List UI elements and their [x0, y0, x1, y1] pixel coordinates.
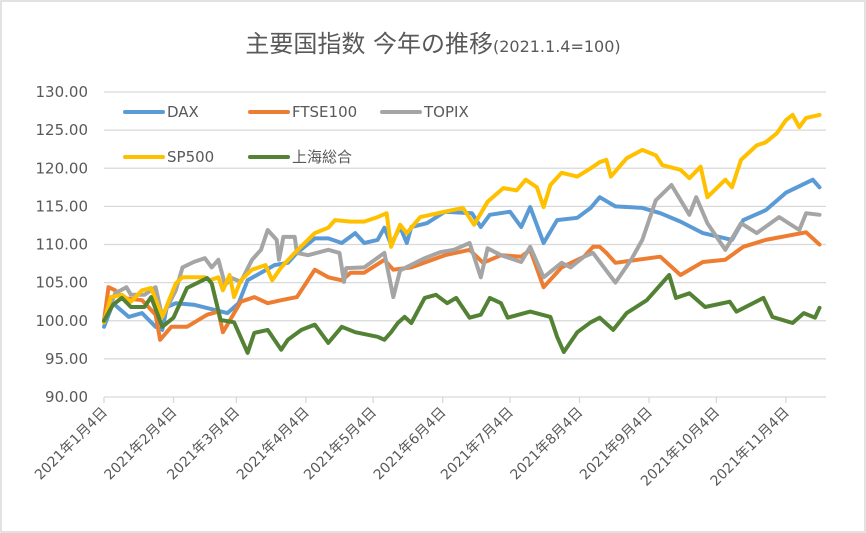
chart-title-main: 主要国指数 今年の推移 — [245, 30, 493, 58]
legend-label: FTSE100 — [292, 103, 357, 121]
legend-item: DAX — [123, 103, 199, 121]
series-line-3 — [102, 183, 822, 323]
chart-subtitle: (2021.1.4=100) — [493, 37, 621, 56]
series-line-4 — [102, 112, 822, 325]
legend-label: TOPIX — [423, 103, 469, 121]
chart-title: 主要国指数 今年の推移(2021.1.4=100) — [245, 30, 620, 58]
series-lines — [102, 112, 822, 355]
legend-item: 上海総合 — [248, 148, 352, 166]
y-tick-label: 90.00 — [45, 388, 88, 406]
legend: DAX FTSE100 TOPIX SP500 上海総合 — [123, 103, 469, 166]
legend-item: SP500 — [123, 148, 214, 166]
legend-label: SP500 — [167, 148, 214, 166]
y-tick-label: 105.00 — [36, 274, 89, 292]
series-line-5 — [102, 273, 822, 355]
y-tick-label: 95.00 — [45, 350, 88, 368]
y-tick-label: 110.00 — [36, 236, 89, 254]
legend-label: DAX — [167, 103, 199, 121]
legend-item: TOPIX — [380, 103, 469, 121]
y-tick-label: 120.00 — [36, 159, 89, 177]
y-tick-label: 100.00 — [36, 312, 89, 330]
legend-item: FTSE100 — [248, 103, 357, 121]
series-line-1 — [102, 177, 822, 332]
y-tick-label: 125.00 — [36, 121, 89, 139]
legend-label: 上海総合 — [292, 148, 352, 166]
y-tick-label: 115.00 — [36, 197, 89, 215]
y-tick-label: 130.00 — [36, 83, 89, 101]
y-axis: 90.00 95.00 100.00 105.00 110.00 115.00 120.00… — [36, 83, 89, 406]
